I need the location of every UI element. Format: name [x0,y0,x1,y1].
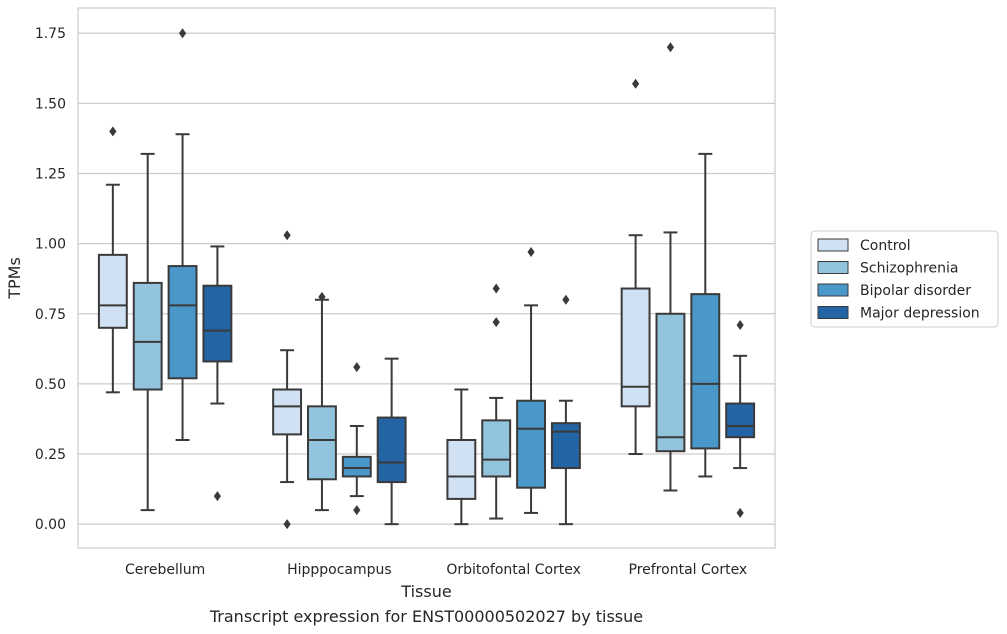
iqr-box [550,422,581,470]
iqr-box [376,416,407,484]
legend-label: Major depression [860,306,980,322]
iqr-box [481,419,512,478]
x-tick-label: Prefrontal Cortex [629,562,748,578]
boxplot-series [97,28,756,530]
legend-swatch [817,261,849,274]
outlier-point [178,28,187,39]
box-schizophrenia [655,42,686,492]
y-axis-label: TPMs [5,257,24,300]
box-control [97,126,128,394]
y-tick-label: 0.50 [35,377,66,393]
iqr-box [690,293,721,450]
outlier-point [492,283,500,294]
x-axis-label: Tissue [400,582,451,601]
y-tick-label: 0.75 [35,307,66,323]
iqr-box [97,253,128,329]
iqr-box [655,312,686,453]
outlier-point [318,291,326,302]
outlier-point [666,42,675,53]
x-tick-label: Hipppocampus [287,562,392,578]
x-tick-label: Orbitofontal Cortex [446,562,581,578]
outlier-point [527,247,535,258]
box-major-depression [376,357,407,526]
outlier-point [283,230,291,241]
outlier-point [213,491,221,502]
y-tick-label: 1.75 [35,26,66,42]
iqr-box [516,399,546,489]
y-tick-label: 1.25 [35,167,66,183]
iqr-box [446,439,477,500]
iqr-box [132,281,163,391]
legend: Control Schizophrenia Bipolar disorder Majo… [810,230,999,328]
plot-area-frame [77,7,776,549]
box-schizophrenia [132,152,163,512]
iqr-box [307,405,337,481]
outlier-point [736,319,744,330]
outlier-point [632,78,640,89]
box-control [446,388,477,526]
outlier-point [492,317,500,328]
outlier-point [736,507,744,518]
chart-title: Transcript expression for ENST0000050202… [209,607,643,626]
legend-swatch [817,238,849,252]
box-control [620,78,651,456]
box-schizophrenia [307,291,337,512]
box-major-depression [202,245,233,502]
outlier-point [283,519,291,530]
y-tick-label: 0.25 [35,447,66,463]
y-tick-label: 1.50 [35,96,66,112]
x-axis-ticks: Cerebellum Hipppocampus Orbitofontal Corte… [125,562,747,578]
box-major-depression [725,319,756,518]
y-tick-label: 0.00 [35,517,66,533]
iqr-box [272,388,303,436]
y-axis-ticks: 0.00 0.25 0.50 0.75 1.00 1.25 1.50 1.75 [35,26,66,533]
legend-frame [810,230,999,328]
legend-swatch [817,306,849,319]
legend-swatch [817,283,849,297]
legend-label: Bipolar disorder [860,283,971,299]
y-tick-label: 1.00 [35,237,66,253]
outlier-point [562,294,570,305]
legend-label: Control [860,238,911,254]
box-control [272,230,303,530]
box-bipolar-disorder [516,247,546,514]
legend-label: Schizophrenia [860,261,958,277]
box-bipolar-disorder [167,28,198,441]
x-tick-label: Cerebellum [125,562,205,578]
box-major-depression [550,294,581,526]
box-bipolar-disorder [690,152,721,478]
outlier-point [353,362,361,373]
iqr-box [725,402,756,439]
iqr-box [620,287,651,408]
outlier-point [109,126,117,137]
box-bipolar-disorder [341,362,372,516]
iqr-box [167,265,198,380]
outlier-point [353,505,361,516]
box-schizophrenia [481,283,512,520]
iqr-box [202,284,233,363]
iqr-box [341,455,372,478]
